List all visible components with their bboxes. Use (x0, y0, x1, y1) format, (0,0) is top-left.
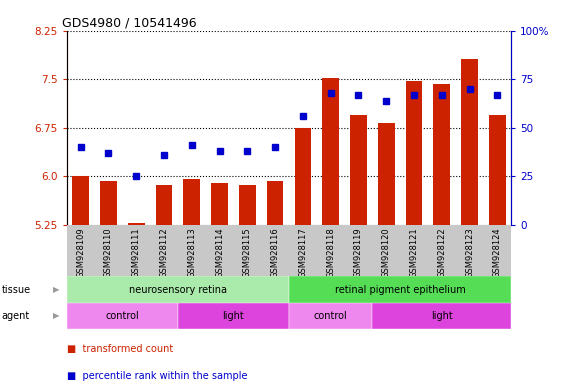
Text: light: light (223, 311, 245, 321)
Bar (100, 181, 117, 225)
Bar (372, 303, 511, 329)
Text: GSM928115: GSM928115 (243, 227, 252, 278)
Text: neurosensory retina: neurosensory retina (129, 285, 227, 295)
Text: GSM928111: GSM928111 (132, 227, 141, 278)
Text: ▶: ▶ (53, 311, 60, 320)
Text: control: control (314, 311, 347, 321)
Text: GSM928116: GSM928116 (271, 227, 279, 278)
Bar (67, 276, 289, 303)
Text: GSM928109: GSM928109 (76, 227, 85, 278)
Text: ▶: ▶ (53, 285, 60, 294)
Bar (156, 185, 173, 225)
Text: control: control (106, 311, 139, 321)
Bar (378, 123, 394, 225)
Text: GDS4980 / 10541496: GDS4980 / 10541496 (62, 17, 197, 30)
Bar (289, 276, 511, 303)
Text: agent: agent (2, 311, 30, 321)
Text: ■  percentile rank within the sample: ■ percentile rank within the sample (67, 371, 248, 381)
Text: GSM928112: GSM928112 (160, 227, 168, 278)
Text: GSM928124: GSM928124 (493, 227, 502, 278)
Text: ■  transformed count: ■ transformed count (67, 344, 173, 354)
Bar (178, 303, 289, 329)
Text: tissue: tissue (2, 285, 31, 295)
Bar (289, 303, 372, 329)
Bar (406, 81, 422, 225)
Text: GSM928117: GSM928117 (299, 227, 307, 278)
Text: GSM928119: GSM928119 (354, 227, 363, 278)
Bar (433, 84, 450, 225)
Bar (267, 181, 284, 225)
Bar (128, 223, 145, 225)
Bar (211, 183, 228, 225)
Bar (73, 176, 89, 225)
Bar (322, 78, 339, 225)
Text: GSM928121: GSM928121 (410, 227, 418, 278)
Text: GSM928123: GSM928123 (465, 227, 474, 278)
Text: GSM928110: GSM928110 (104, 227, 113, 278)
Bar (239, 185, 256, 225)
Text: GSM928114: GSM928114 (215, 227, 224, 278)
Bar (489, 115, 505, 225)
Bar (184, 179, 200, 225)
Bar (295, 127, 311, 225)
Text: retinal pigment epithelium: retinal pigment epithelium (335, 285, 465, 295)
Text: GSM928113: GSM928113 (187, 227, 196, 278)
Text: light: light (431, 311, 453, 321)
Bar (350, 115, 367, 225)
Bar (461, 58, 478, 225)
Bar (67, 303, 178, 329)
Text: GSM928118: GSM928118 (326, 227, 335, 278)
Text: GSM928120: GSM928120 (382, 227, 391, 278)
Text: GSM928122: GSM928122 (437, 227, 446, 278)
